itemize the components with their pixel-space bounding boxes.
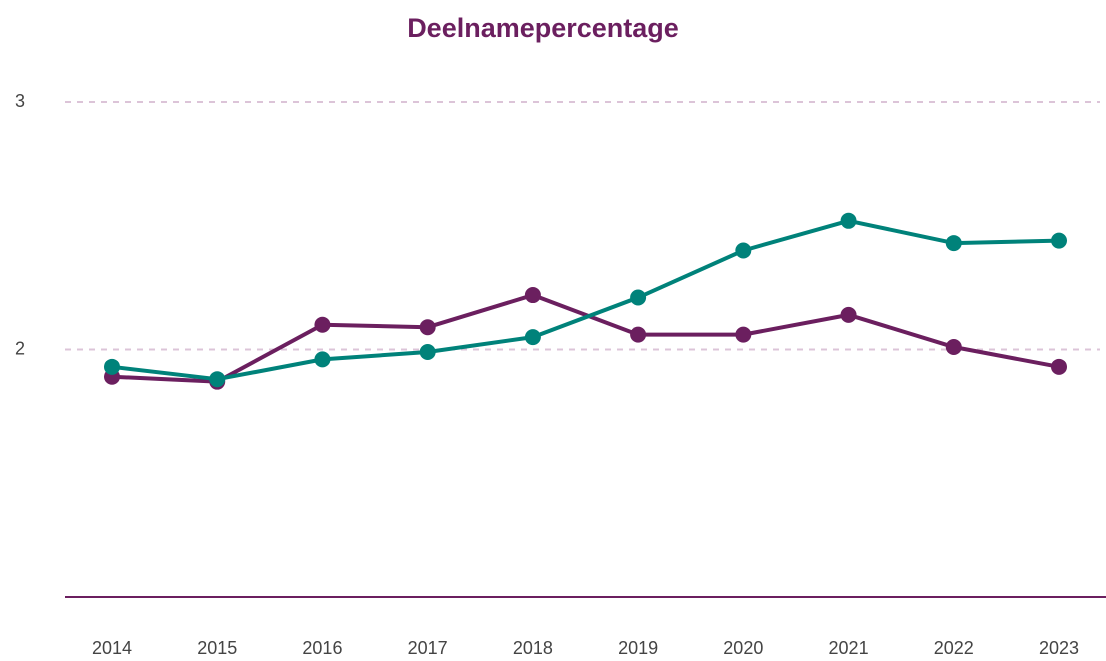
data-point xyxy=(735,242,752,259)
data-point xyxy=(945,339,962,356)
x-tick-label: 2016 xyxy=(302,638,342,658)
data-point xyxy=(840,306,857,323)
chart-title: Deelnamepercentage xyxy=(407,13,679,43)
x-tick-label: 2021 xyxy=(829,638,869,658)
x-tick-label: 2023 xyxy=(1039,638,1079,658)
data-point xyxy=(1051,358,1067,375)
data-point xyxy=(209,371,226,388)
series-line xyxy=(111,293,1060,384)
x-tick-label: 2019 xyxy=(618,638,658,658)
data-point xyxy=(735,326,752,343)
x-tick-label: 2017 xyxy=(408,638,448,658)
data-point xyxy=(104,358,120,375)
y-tick-label: 3 xyxy=(15,91,25,111)
data-point xyxy=(524,329,541,346)
data-point xyxy=(314,351,331,368)
data-point xyxy=(630,326,647,343)
data-point xyxy=(419,343,436,360)
data-point xyxy=(1051,232,1067,249)
data-point xyxy=(524,287,541,304)
data-point xyxy=(314,316,331,333)
x-tick-label: 2020 xyxy=(723,638,763,658)
x-tick-label: 2015 xyxy=(197,638,237,658)
series-line xyxy=(111,218,1060,382)
x-tick-label: 2018 xyxy=(513,638,553,658)
x-tick-label: 2022 xyxy=(934,638,974,658)
data-point xyxy=(419,319,436,336)
x-tick-label: 2014 xyxy=(92,638,132,658)
data-point xyxy=(945,235,962,252)
data-point xyxy=(630,289,647,306)
y-tick-label: 2 xyxy=(15,338,25,358)
data-point xyxy=(840,212,857,229)
